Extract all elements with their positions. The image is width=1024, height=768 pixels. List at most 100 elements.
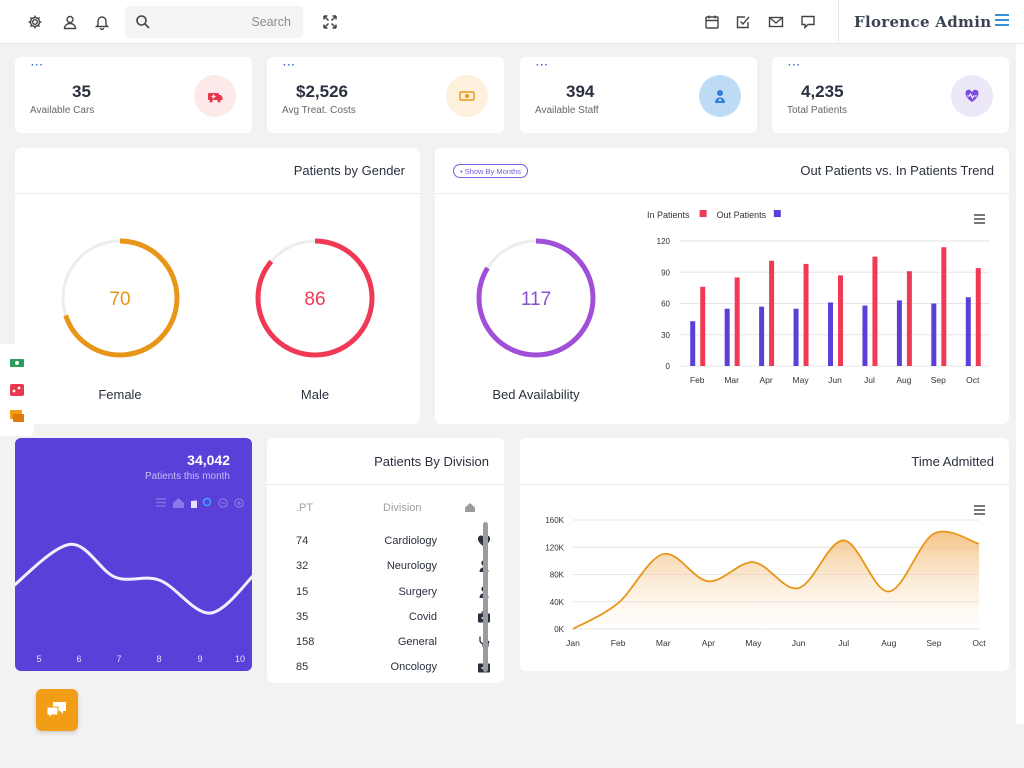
staff-icon xyxy=(699,75,741,117)
top-bar: Florence Admin xyxy=(0,0,1024,44)
x-tick-label: Sep xyxy=(931,375,946,385)
bar-out-patients xyxy=(828,302,833,366)
x-tick-label: Apr xyxy=(702,638,715,648)
division-name: Neurology xyxy=(386,560,437,572)
chart-menu-icon[interactable] xyxy=(974,505,985,517)
x-tick-label: 8 xyxy=(156,654,162,664)
division-title: Patients By Division xyxy=(374,454,489,469)
division-row[interactable]: 15 Surgery xyxy=(267,586,503,611)
y-tick-label: 120K xyxy=(545,543,564,552)
division-scrollbar[interactable] xyxy=(483,522,488,672)
stat-value: $2,526 xyxy=(296,82,348,101)
bed-label: Bed Availability xyxy=(492,387,580,402)
y-tick-label: 30 xyxy=(661,331,670,340)
x-tick-label: May xyxy=(793,375,810,385)
division-name: Oncology xyxy=(390,661,437,673)
brand-title: Florence Admin xyxy=(854,13,992,31)
bar-in-patients xyxy=(700,286,706,366)
x-tick-label: 9 xyxy=(197,654,203,664)
division-row[interactable]: 85 Oncology xyxy=(267,661,503,683)
x-tick-label: Jul xyxy=(864,375,875,385)
x-tick-label: 5 xyxy=(36,654,42,664)
card-divider xyxy=(15,193,420,194)
zoom-icon xyxy=(202,497,212,507)
dice-icon[interactable] xyxy=(9,383,25,397)
mail-icon[interactable] xyxy=(766,12,786,32)
chat-icon[interactable] xyxy=(798,12,818,32)
y-tick-label: 0K xyxy=(554,625,564,634)
search-input[interactable] xyxy=(155,6,295,38)
area-line xyxy=(572,530,980,630)
cash-icon[interactable] xyxy=(9,356,25,370)
gender-donuts: 70 86 xyxy=(60,238,375,358)
female-donut-arc xyxy=(60,238,180,358)
bar-in-patients xyxy=(769,260,775,366)
search-box xyxy=(125,6,303,38)
pan-icon xyxy=(191,500,197,508)
search-icon[interactable] xyxy=(135,14,151,30)
x-tick-label: Feb xyxy=(611,638,626,648)
division-card: Patients By Division .PT Division 74 Car… xyxy=(267,438,504,683)
division-row[interactable]: 74 Cardiology xyxy=(267,535,503,560)
bell-icon[interactable] xyxy=(92,12,112,32)
x-tick-label: Mar xyxy=(724,375,739,385)
user-icon[interactable] xyxy=(60,12,80,32)
male-donut-arc xyxy=(255,238,375,358)
calendar-icon[interactable] xyxy=(702,12,722,32)
stat-label: Available Staff xyxy=(535,105,599,116)
division-row[interactable]: 35 Covid xyxy=(267,611,503,636)
chat-fab-button[interactable] xyxy=(36,689,78,731)
trend-title: Out Patients vs. In Patients Trend xyxy=(800,163,994,178)
stat-card-cars: ··· 35 Available Cars xyxy=(15,57,252,133)
bar-out-patients xyxy=(759,306,765,366)
home-icon xyxy=(173,498,184,508)
bed-donut: 117 xyxy=(476,238,596,358)
fullscreen-icon[interactable] xyxy=(320,12,340,32)
page-scrollbar[interactable] xyxy=(1016,44,1024,724)
division-row[interactable]: 158 General xyxy=(267,636,503,661)
card-dots: ··· xyxy=(536,60,549,71)
division-pt: 15 xyxy=(296,586,309,598)
bar-out-patients xyxy=(793,308,799,366)
bar-in-patients xyxy=(906,271,912,366)
x-tick-label: 10 xyxy=(234,654,245,664)
checkbox-icon[interactable] xyxy=(733,12,753,32)
division-name: Covid xyxy=(408,611,437,623)
money-icon xyxy=(446,75,488,117)
trend-card: • Show By Months Out Patients vs. In Pat… xyxy=(435,148,1009,424)
bar-out-patients xyxy=(862,305,868,366)
bar-in-patients xyxy=(803,263,809,366)
gender-card: Patients by Gender 70 86 Female Male xyxy=(15,148,420,424)
stat-value: 394 xyxy=(566,82,595,101)
division-column-header: Division xyxy=(383,502,422,514)
x-tick-label: Oct xyxy=(966,375,980,385)
area-fill xyxy=(573,531,979,629)
chart-menu-icon[interactable] xyxy=(974,214,985,226)
card-dots: ··· xyxy=(788,60,801,71)
card-dots: ··· xyxy=(283,60,296,71)
bar-in-patients xyxy=(975,268,981,366)
ambulance-icon xyxy=(194,75,236,117)
bar-in-patients xyxy=(734,277,740,366)
stat-value: 35 xyxy=(72,82,91,101)
settings-icon[interactable] xyxy=(25,12,45,32)
bed-donut-value: 117 xyxy=(521,289,551,310)
x-tick-label: Jan xyxy=(566,638,580,648)
stat-value: 4,235 xyxy=(801,82,844,101)
menu-toggle-icon[interactable] xyxy=(995,14,1009,28)
female-donut-value: 70 xyxy=(109,289,130,310)
x-tick-label: Aug xyxy=(896,375,911,385)
y-tick-label: 90 xyxy=(661,268,670,277)
monthly-line xyxy=(15,542,252,615)
time-admitted-chart: 0K 40K 80K 120K 160K Jan Feb Mar Apr May Jun Jul Aug… xyxy=(545,516,986,648)
monthly-value: 34,042 xyxy=(187,452,230,468)
stat-label: Total Patients xyxy=(787,105,848,116)
y-tick-label: 0 xyxy=(666,362,671,371)
division-row[interactable]: 32 Neurology xyxy=(267,560,503,585)
x-tick-label: May xyxy=(745,638,762,648)
comments-icon[interactable] xyxy=(9,409,25,423)
bar-in-patients xyxy=(872,256,878,366)
zoom-in-icon xyxy=(234,498,244,508)
x-tick-label: Aug xyxy=(881,638,896,648)
show-by-months-button[interactable]: • Show By Months xyxy=(453,164,528,178)
